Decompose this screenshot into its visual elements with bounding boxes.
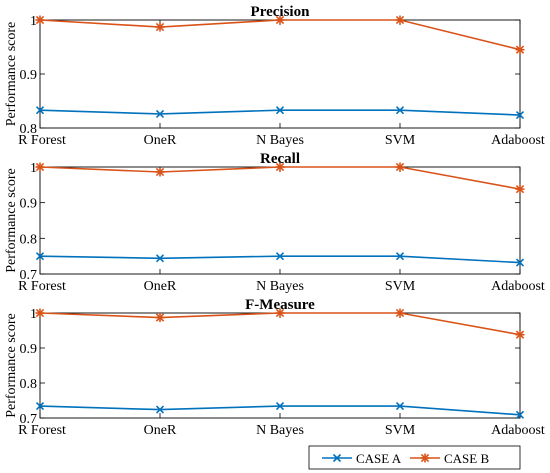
data-point-marker — [515, 184, 525, 194]
data-point-marker — [275, 252, 285, 261]
y-axis-label: Performance score — [4, 22, 19, 127]
data-point-marker — [515, 258, 525, 267]
x-tick-label: SVM — [385, 423, 416, 438]
x-tick-label: OneR — [144, 423, 177, 438]
y-tick-label: 1 — [30, 14, 37, 29]
data-point-marker — [515, 45, 525, 55]
chart-title: Recall — [260, 151, 300, 167]
axes-box — [39, 312, 521, 419]
data-point-marker — [515, 330, 525, 340]
series-case-b — [35, 162, 525, 194]
data-point-marker — [155, 313, 165, 323]
data-point-marker — [35, 162, 45, 172]
y-tick-label: 1 — [30, 307, 37, 322]
series-case-b — [35, 15, 525, 55]
y-tick-label: 0.8 — [20, 122, 38, 137]
x-tick-label: R Forest — [18, 423, 66, 438]
legend-marker — [420, 453, 430, 463]
y-tick-label: 0.9 — [20, 68, 38, 83]
legend: CASE A CASE B — [308, 445, 521, 470]
x-tick-label: OneR — [144, 279, 177, 294]
y-axis-label: Performance score — [4, 168, 19, 273]
data-point-marker — [35, 308, 45, 318]
x-tick-label: N Bayes — [256, 279, 304, 294]
series-case-a — [35, 106, 525, 120]
series-case-b — [35, 308, 525, 340]
data-point-marker — [275, 106, 285, 115]
data-point-marker — [515, 110, 525, 120]
data-point-marker — [395, 308, 405, 318]
y-tick-label: 0.7 — [20, 412, 38, 427]
data-point-marker — [155, 254, 165, 263]
data-point-marker — [275, 15, 285, 25]
series-case-a — [35, 402, 525, 419]
legend-label: CASE A — [356, 451, 402, 466]
data-point-marker — [275, 162, 285, 172]
x-tick-label: Adaboost — [491, 423, 545, 438]
data-point-marker — [395, 15, 405, 25]
y-tick-label: 0.7 — [20, 268, 38, 283]
data-point-marker — [155, 109, 165, 119]
y-tick-label: 0.8 — [20, 377, 38, 392]
data-point-marker — [155, 167, 165, 177]
x-tick-label: R Forest — [18, 133, 66, 148]
x-tick-label: OneR — [144, 133, 177, 148]
y-axis-label: Performance score — [4, 313, 19, 418]
x-tick-label: Adaboost — [491, 279, 545, 294]
x-tick-label: SVM — [385, 279, 416, 294]
x-tick-label: N Bayes — [256, 133, 304, 148]
chart-title: F-Measure — [245, 297, 315, 313]
data-point-marker — [35, 402, 45, 411]
legend-entry-case-a: CASE A — [322, 451, 402, 466]
data-point-marker — [35, 252, 45, 261]
y-tick-label: 0.9 — [20, 342, 38, 357]
chart-title: Precision — [251, 4, 311, 20]
x-tick-label: SVM — [385, 133, 416, 148]
x-tick-label: Adaboost — [491, 133, 545, 148]
legend-marker — [332, 453, 342, 463]
data-point-marker — [395, 252, 405, 261]
data-point-marker — [155, 405, 165, 414]
data-point-marker — [275, 402, 285, 411]
legend-entry-case-b: CASE B — [410, 451, 489, 466]
data-point-marker — [35, 106, 45, 115]
data-point-marker — [395, 162, 405, 172]
data-point-marker — [395, 402, 405, 411]
x-tick-label: N Bayes — [256, 423, 304, 438]
series-case-a — [35, 252, 525, 267]
data-point-marker — [35, 15, 45, 25]
data-point-marker — [395, 106, 405, 115]
x-tick-label: R Forest — [18, 279, 66, 294]
y-tick-label: 0.8 — [20, 232, 38, 247]
data-point-marker — [155, 22, 165, 32]
y-tick-label: 0.9 — [20, 197, 38, 212]
legend-label: CASE B — [444, 451, 489, 466]
y-tick-label: 1 — [30, 161, 37, 176]
data-point-marker — [515, 410, 525, 419]
data-point-marker — [275, 308, 285, 318]
